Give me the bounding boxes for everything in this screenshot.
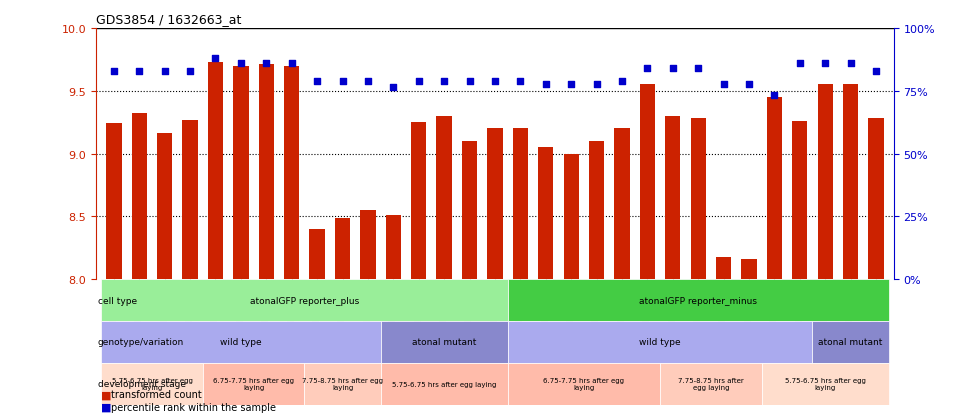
- Point: [411, 78, 427, 85]
- Bar: [589, 142, 604, 280]
- Point: [157, 68, 172, 75]
- FancyBboxPatch shape: [203, 363, 305, 405]
- Point: [132, 68, 147, 75]
- Text: atonalGFP reporter_plus: atonalGFP reporter_plus: [250, 296, 359, 305]
- Bar: [691, 119, 705, 280]
- Point: [843, 61, 858, 67]
- Point: [868, 68, 883, 75]
- Point: [360, 78, 376, 85]
- Bar: [538, 148, 554, 280]
- Bar: [462, 142, 477, 280]
- Point: [716, 82, 731, 88]
- FancyBboxPatch shape: [507, 363, 660, 405]
- FancyBboxPatch shape: [660, 363, 762, 405]
- FancyBboxPatch shape: [507, 280, 889, 321]
- FancyBboxPatch shape: [507, 321, 812, 363]
- Bar: [640, 85, 655, 280]
- Text: 5.75-6.75 hrs after egg
laying: 5.75-6.75 hrs after egg laying: [111, 377, 192, 390]
- Point: [436, 78, 452, 85]
- Point: [767, 92, 782, 99]
- Bar: [411, 123, 427, 280]
- Text: atonalGFP reporter_minus: atonalGFP reporter_minus: [639, 296, 757, 305]
- Bar: [513, 129, 528, 280]
- Point: [538, 82, 554, 88]
- Bar: [767, 98, 782, 280]
- Text: 7.75-8.75 hrs after
egg laying: 7.75-8.75 hrs after egg laying: [678, 377, 744, 390]
- Bar: [107, 124, 121, 280]
- Bar: [385, 216, 401, 280]
- FancyBboxPatch shape: [101, 321, 381, 363]
- Bar: [487, 129, 503, 280]
- Text: wild type: wild type: [639, 337, 680, 347]
- Bar: [360, 211, 376, 280]
- Point: [640, 66, 655, 72]
- FancyBboxPatch shape: [812, 321, 889, 363]
- FancyBboxPatch shape: [101, 363, 203, 405]
- Text: atonal mutant: atonal mutant: [412, 337, 477, 347]
- Point: [107, 68, 122, 75]
- FancyBboxPatch shape: [101, 280, 507, 321]
- Bar: [284, 66, 299, 280]
- FancyBboxPatch shape: [305, 363, 381, 405]
- Text: ■: ■: [101, 402, 111, 412]
- Point: [284, 61, 300, 67]
- Point: [385, 85, 401, 91]
- Text: cell type: cell type: [98, 296, 137, 305]
- Text: GDS3854 / 1632663_at: GDS3854 / 1632663_at: [96, 13, 241, 26]
- Text: genotype/variation: genotype/variation: [98, 337, 185, 347]
- Point: [741, 82, 756, 88]
- Bar: [183, 120, 198, 280]
- Text: wild type: wild type: [220, 337, 261, 347]
- FancyBboxPatch shape: [381, 363, 507, 405]
- Text: 5.75-6.75 hrs after egg laying: 5.75-6.75 hrs after egg laying: [392, 381, 496, 387]
- Point: [563, 82, 579, 88]
- Text: 7.75-8.75 hrs after egg
laying: 7.75-8.75 hrs after egg laying: [302, 377, 383, 390]
- Point: [334, 78, 350, 85]
- Text: percentile rank within the sample: percentile rank within the sample: [111, 402, 276, 412]
- Bar: [665, 116, 680, 280]
- Bar: [843, 85, 858, 280]
- Bar: [792, 121, 807, 280]
- Point: [818, 61, 833, 67]
- Text: ■: ■: [101, 389, 111, 399]
- Point: [512, 78, 528, 85]
- Point: [792, 61, 807, 67]
- Bar: [818, 85, 833, 280]
- Point: [183, 68, 198, 75]
- Text: 6.75-7.75 hrs after egg
laying: 6.75-7.75 hrs after egg laying: [543, 377, 625, 390]
- Point: [309, 78, 325, 85]
- Text: transformed count: transformed count: [111, 389, 201, 399]
- Bar: [563, 154, 579, 280]
- Bar: [309, 229, 325, 280]
- Bar: [716, 257, 731, 280]
- Text: atonal mutant: atonal mutant: [819, 337, 883, 347]
- Point: [487, 78, 503, 85]
- Bar: [741, 259, 756, 280]
- Point: [614, 78, 629, 85]
- Bar: [208, 63, 223, 280]
- Bar: [234, 66, 249, 280]
- FancyBboxPatch shape: [381, 321, 507, 363]
- Bar: [869, 119, 883, 280]
- Text: 6.75-7.75 hrs after egg
laying: 6.75-7.75 hrs after egg laying: [213, 377, 294, 390]
- Bar: [132, 114, 147, 280]
- Point: [259, 61, 274, 67]
- FancyBboxPatch shape: [762, 363, 889, 405]
- Bar: [157, 134, 172, 280]
- Bar: [334, 218, 350, 280]
- Point: [208, 56, 223, 62]
- Bar: [614, 129, 629, 280]
- Bar: [436, 116, 452, 280]
- Point: [589, 82, 604, 88]
- Bar: [259, 65, 274, 280]
- Point: [665, 66, 680, 72]
- Text: 5.75-6.75 hrs after egg
laying: 5.75-6.75 hrs after egg laying: [785, 377, 866, 390]
- Point: [234, 61, 249, 67]
- Text: development stage: development stage: [98, 380, 185, 388]
- Point: [690, 66, 705, 72]
- Point: [462, 78, 478, 85]
